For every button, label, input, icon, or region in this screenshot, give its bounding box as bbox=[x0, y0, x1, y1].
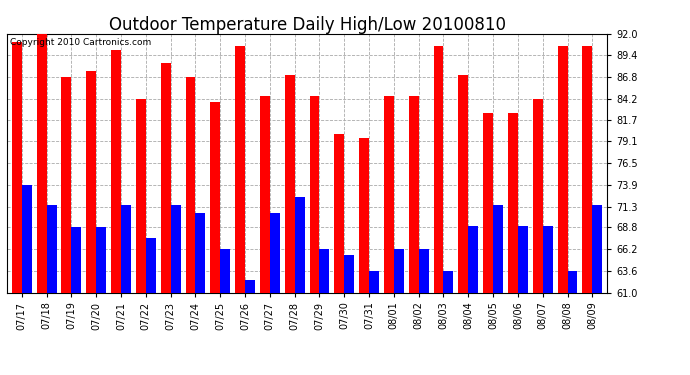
Bar bbox=[121, 205, 131, 292]
Bar bbox=[394, 249, 404, 292]
Bar bbox=[359, 138, 369, 292]
Bar bbox=[567, 271, 578, 292]
Bar bbox=[319, 249, 329, 292]
Bar bbox=[469, 226, 478, 292]
Bar bbox=[335, 134, 344, 292]
Bar bbox=[285, 75, 295, 292]
Bar bbox=[235, 46, 245, 292]
Bar bbox=[71, 227, 81, 292]
Bar bbox=[558, 46, 567, 292]
Bar bbox=[533, 99, 543, 292]
Bar bbox=[419, 249, 428, 292]
Bar bbox=[408, 96, 419, 292]
Bar bbox=[86, 71, 96, 292]
Bar bbox=[161, 63, 170, 292]
Bar bbox=[186, 77, 195, 292]
Bar bbox=[458, 75, 469, 292]
Bar bbox=[444, 271, 453, 292]
Bar bbox=[310, 96, 319, 292]
Bar bbox=[518, 226, 528, 292]
Bar bbox=[22, 185, 32, 292]
Bar bbox=[260, 96, 270, 292]
Bar bbox=[96, 227, 106, 292]
Title: Outdoor Temperature Daily High/Low 20100810: Outdoor Temperature Daily High/Low 20100… bbox=[108, 16, 506, 34]
Bar bbox=[195, 213, 206, 292]
Bar bbox=[508, 113, 518, 292]
Bar bbox=[384, 96, 394, 292]
Bar bbox=[47, 205, 57, 292]
Bar bbox=[111, 51, 121, 292]
Bar bbox=[493, 205, 503, 292]
Bar bbox=[37, 34, 47, 292]
Bar bbox=[170, 205, 181, 292]
Text: Copyright 2010 Cartronics.com: Copyright 2010 Cartronics.com bbox=[10, 38, 151, 46]
Bar bbox=[433, 46, 444, 292]
Bar bbox=[344, 255, 354, 292]
Bar bbox=[369, 271, 379, 292]
Bar bbox=[220, 249, 230, 292]
Bar bbox=[582, 46, 592, 292]
Bar bbox=[270, 213, 279, 292]
Bar bbox=[210, 102, 220, 292]
Bar bbox=[295, 196, 304, 292]
Bar bbox=[136, 99, 146, 292]
Bar bbox=[483, 113, 493, 292]
Bar bbox=[61, 77, 71, 292]
Bar bbox=[543, 226, 553, 292]
Bar bbox=[146, 238, 156, 292]
Bar bbox=[245, 280, 255, 292]
Bar bbox=[12, 42, 22, 292]
Bar bbox=[592, 205, 602, 292]
